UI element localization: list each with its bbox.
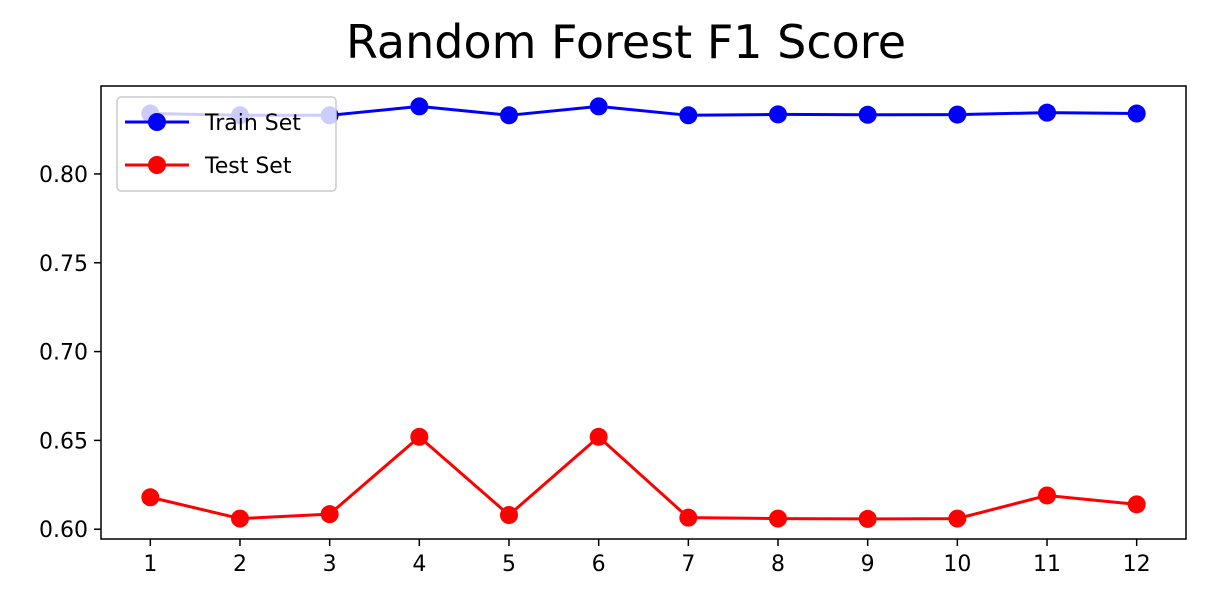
y-tick-label: 0.75 bbox=[39, 252, 88, 277]
data-point bbox=[858, 105, 877, 124]
x-tick-label: 6 bbox=[592, 552, 606, 577]
data-point bbox=[679, 508, 698, 527]
x-tick-label: 2 bbox=[233, 552, 247, 577]
legend-label: Test Set bbox=[204, 154, 292, 179]
data-point bbox=[948, 509, 967, 528]
data-point bbox=[1038, 486, 1057, 505]
data-point bbox=[1127, 104, 1146, 123]
data-point bbox=[410, 97, 429, 116]
data-point bbox=[858, 509, 877, 528]
legend: Train Set Test Set bbox=[116, 96, 337, 192]
x-tick-label: 8 bbox=[771, 552, 785, 577]
legend-marker bbox=[148, 156, 166, 174]
data-point bbox=[410, 427, 429, 446]
y-tick-label: 0.60 bbox=[39, 518, 88, 543]
x-tick-label: 7 bbox=[681, 552, 695, 577]
data-point bbox=[679, 106, 698, 125]
x-tick-label: 3 bbox=[323, 552, 337, 577]
plot-area bbox=[100, 85, 1187, 540]
plot-frame bbox=[100, 85, 1187, 540]
data-point bbox=[499, 506, 518, 525]
x-tick-label: 1 bbox=[143, 552, 157, 577]
x-tick-label: 9 bbox=[861, 552, 875, 577]
series-test-set bbox=[141, 427, 1146, 528]
data-point bbox=[589, 97, 608, 116]
axes: 1 2 3 4 5 6 7 8 9 10 11 120.600.650.700.750.80 bbox=[39, 163, 1151, 577]
x-tick-label: 12 bbox=[1123, 552, 1151, 577]
data-point bbox=[769, 509, 788, 528]
y-tick-label: 0.70 bbox=[39, 341, 88, 366]
data-point bbox=[499, 106, 518, 125]
x-tick-label: 5 bbox=[502, 552, 516, 577]
data-point bbox=[320, 505, 339, 524]
legend-item: Train Set bbox=[125, 111, 301, 136]
legend-item: Test Set bbox=[125, 154, 292, 179]
y-tick-label: 0.80 bbox=[39, 163, 88, 188]
data-point bbox=[589, 427, 608, 446]
chart-title: Random Forest F1 Score bbox=[346, 15, 906, 69]
data-point bbox=[1127, 495, 1146, 514]
legend-marker bbox=[148, 113, 166, 131]
data-point bbox=[230, 509, 249, 528]
x-tick-label: 11 bbox=[1033, 552, 1061, 577]
legend-label: Train Set bbox=[204, 111, 301, 136]
data-point bbox=[948, 105, 967, 124]
y-tick-label: 0.65 bbox=[39, 429, 88, 454]
data-point bbox=[1038, 103, 1057, 122]
series-line bbox=[149, 435, 1137, 521]
x-tick-label: 4 bbox=[412, 552, 426, 577]
x-tick-label: 10 bbox=[943, 552, 971, 577]
data-point bbox=[141, 488, 160, 507]
data-point bbox=[769, 105, 788, 124]
